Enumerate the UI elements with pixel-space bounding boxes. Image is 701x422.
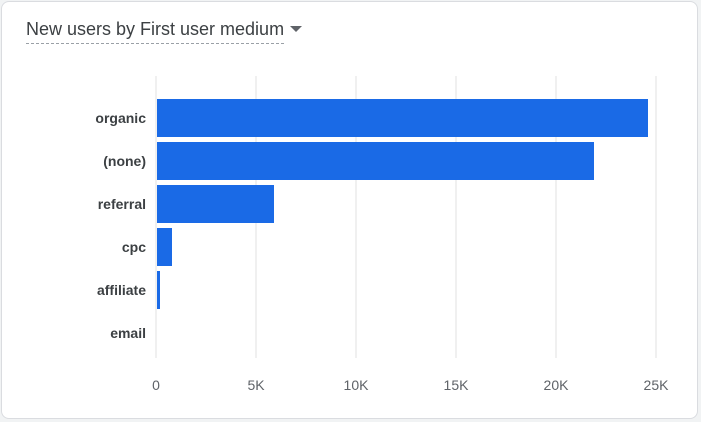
category-label: email bbox=[110, 325, 146, 341]
bar-referral[interactable] bbox=[157, 185, 274, 223]
x-tick-label: 15K bbox=[444, 377, 470, 393]
bar-affiliate[interactable] bbox=[157, 271, 160, 309]
category-label: affiliate bbox=[97, 282, 146, 298]
x-tick-label: 25K bbox=[644, 377, 670, 393]
bar-organic[interactable] bbox=[157, 99, 648, 137]
category-label: cpc bbox=[122, 239, 146, 255]
category-label: (none) bbox=[103, 153, 146, 169]
chart-title: New users by First user medium bbox=[26, 18, 285, 44]
bar-cpc[interactable] bbox=[157, 228, 172, 266]
x-tick-label: 5K bbox=[247, 377, 265, 393]
bar-none[interactable] bbox=[157, 142, 594, 180]
dropdown-arrow-icon bbox=[290, 26, 303, 32]
category-label: organic bbox=[95, 110, 146, 126]
x-tick-label: 10K bbox=[344, 377, 370, 393]
category-label: referral bbox=[98, 196, 146, 212]
x-tick-label: 0 bbox=[152, 377, 160, 393]
chart-title-dropdown[interactable]: New users by First user medium bbox=[26, 18, 303, 44]
x-tick-label: 20K bbox=[544, 377, 570, 393]
